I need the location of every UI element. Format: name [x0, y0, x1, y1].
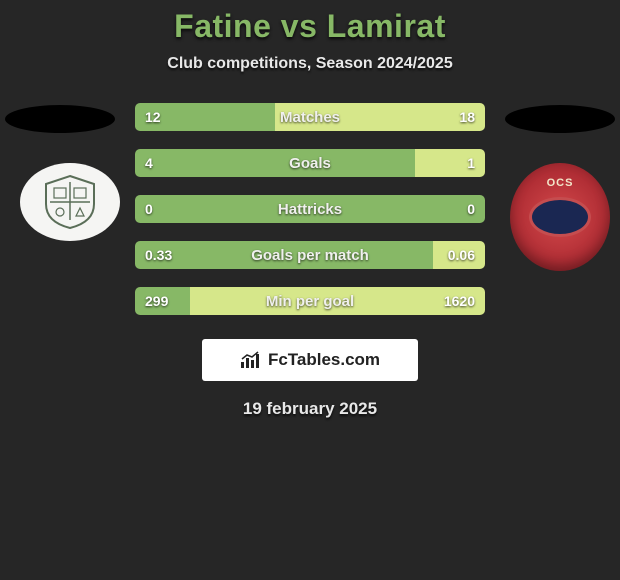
stat-bar: 12 18 Matches	[135, 103, 485, 131]
badge-right-inner	[529, 197, 591, 237]
stat-bar: 299 1620 Min per goal	[135, 287, 485, 315]
stat-bar: 4 1 Goals	[135, 149, 485, 177]
bar-label: Matches	[280, 109, 340, 126]
crest-icon	[40, 172, 100, 232]
brand-text: FcTables.com	[268, 350, 380, 370]
bar-value-right: 1	[467, 155, 475, 171]
comparison-area: OCS 12 18 Matches 4 1 Goals 0 0 Hattricks 0.33 0.0…	[0, 103, 620, 419]
bar-label: Goals per match	[251, 247, 369, 264]
date-text: 19 february 2025	[0, 399, 620, 419]
page-title: Fatine vs Lamirat	[0, 8, 620, 45]
bar-value-right: 0	[467, 201, 475, 217]
team-badge-right: OCS	[510, 163, 610, 271]
shadow-left	[5, 105, 115, 133]
bar-value-left: 0	[145, 201, 153, 217]
subtitle: Club competitions, Season 2024/2025	[0, 55, 620, 73]
bar-value-left: 12	[145, 109, 161, 125]
bar-label: Goals	[289, 155, 331, 172]
bar-label: Min per goal	[266, 293, 354, 310]
bar-value-right: 0.06	[448, 247, 475, 263]
badge-right-label: OCS	[547, 177, 574, 189]
bar-value-right: 18	[459, 109, 475, 125]
bar-segment-left	[135, 149, 415, 177]
shadow-right	[505, 105, 615, 133]
bar-value-right: 1620	[444, 293, 475, 309]
bar-value-left: 4	[145, 155, 153, 171]
bar-label: Hattricks	[278, 201, 342, 218]
chart-icon	[240, 351, 262, 369]
stat-bar: 0.33 0.06 Goals per match	[135, 241, 485, 269]
brand-box: FcTables.com	[202, 339, 418, 381]
team-badge-left	[20, 163, 120, 241]
bar-value-left: 0.33	[145, 247, 172, 263]
stat-bar: 0 0 Hattricks	[135, 195, 485, 223]
bar-value-left: 299	[145, 293, 168, 309]
stats-bars: 12 18 Matches 4 1 Goals 0 0 Hattricks 0.33 0.06 Goa…	[135, 103, 485, 315]
